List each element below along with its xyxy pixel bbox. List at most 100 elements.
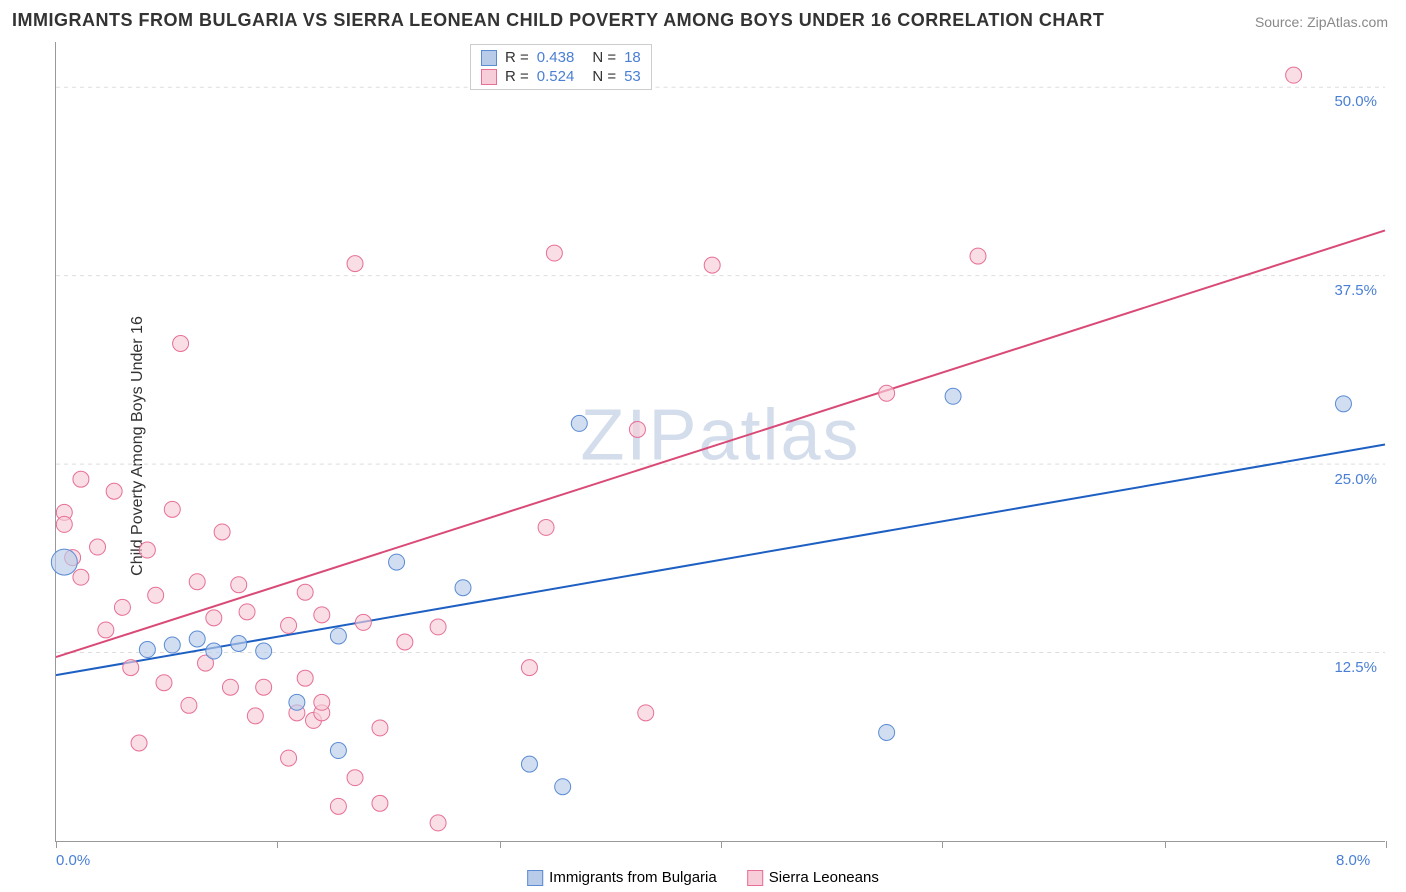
source-label: Source: [1255, 14, 1307, 30]
data-point [106, 483, 122, 499]
data-point [181, 697, 197, 713]
data-point [247, 708, 263, 724]
data-point [538, 519, 554, 535]
data-point [389, 554, 405, 570]
data-point [206, 643, 222, 659]
x-axis-tick [56, 841, 57, 848]
data-point [231, 577, 247, 593]
chart-title: IMMIGRANTS FROM BULGARIA VS SIERRA LEONE… [12, 10, 1104, 31]
correlation-legend: R =0.438N =18R = 0.524 N = 53 [470, 44, 652, 90]
legend-swatch [747, 870, 763, 886]
data-point [148, 587, 164, 603]
data-point [114, 599, 130, 615]
x-axis-tick [277, 841, 278, 848]
data-point [98, 622, 114, 638]
source-attribution: Source: ZipAtlas.com [1255, 14, 1388, 30]
stat-n-label: N = [592, 68, 616, 85]
data-point [173, 336, 189, 352]
data-point [206, 610, 222, 626]
data-point [372, 720, 388, 736]
legend-label: Sierra Leoneans [769, 869, 879, 886]
data-point [56, 516, 72, 532]
data-point [455, 580, 471, 596]
y-axis-tick-label: 12.5% [1334, 659, 1377, 676]
data-point [139, 542, 155, 558]
data-point [571, 415, 587, 431]
data-point [256, 679, 272, 695]
source-name: ZipAtlas.com [1307, 14, 1388, 30]
data-point [139, 642, 155, 658]
legend-item: Sierra Leoneans [747, 869, 879, 886]
data-point [164, 637, 180, 653]
x-axis-tick-label: 8.0% [1336, 852, 1370, 869]
data-point [1335, 396, 1351, 412]
data-point [430, 619, 446, 635]
data-point [156, 675, 172, 691]
data-point [355, 614, 371, 630]
data-point [73, 471, 89, 487]
y-axis-tick-label: 25.0% [1334, 471, 1377, 488]
chart-svg [56, 42, 1385, 841]
stat-n-value: 18 [624, 49, 641, 66]
data-point [970, 248, 986, 264]
legend-stats-row: R =0.438N =18 [481, 48, 641, 67]
x-axis-tick [942, 841, 943, 848]
y-axis-tick-label: 50.0% [1334, 93, 1377, 110]
data-point [546, 245, 562, 261]
data-point [638, 705, 654, 721]
data-point [330, 743, 346, 759]
data-point [123, 660, 139, 676]
data-point [51, 549, 77, 575]
data-point [330, 798, 346, 814]
legend-swatch [481, 69, 497, 85]
data-point [189, 631, 205, 647]
data-point [73, 569, 89, 585]
data-point [90, 539, 106, 555]
stat-r-value: 0.524 [537, 68, 575, 85]
data-point [521, 756, 537, 772]
data-point [555, 779, 571, 795]
stat-r-label: R = [505, 68, 529, 85]
data-point [521, 660, 537, 676]
series-legend: Immigrants from Bulgaria Sierra Leoneans [527, 869, 879, 886]
data-point [1286, 67, 1302, 83]
data-point [214, 524, 230, 540]
data-point [281, 617, 297, 633]
data-point [945, 388, 961, 404]
data-point [297, 584, 313, 600]
data-point [239, 604, 255, 620]
data-point [231, 636, 247, 652]
data-point [314, 694, 330, 710]
trend-line [56, 445, 1385, 676]
legend-item: Immigrants from Bulgaria [527, 869, 717, 886]
trend-line [56, 230, 1385, 657]
data-point [189, 574, 205, 590]
data-point [397, 634, 413, 650]
data-point [297, 670, 313, 686]
y-axis-tick-label: 37.5% [1334, 282, 1377, 299]
legend-label: Immigrants from Bulgaria [549, 869, 717, 886]
x-axis-tick [500, 841, 501, 848]
legend-stats-row: R = 0.524 N = 53 [481, 67, 641, 86]
data-point [256, 643, 272, 659]
plot-area: ZIPatlas 12.5%25.0%37.5%50.0%0.0%8.0% [55, 42, 1385, 842]
data-point [372, 795, 388, 811]
data-point [347, 256, 363, 272]
x-axis-tick-label: 0.0% [56, 852, 90, 869]
data-point [347, 770, 363, 786]
data-point [879, 724, 895, 740]
stat-n-value: 53 [624, 68, 641, 85]
data-point [314, 607, 330, 623]
stat-r-value: 0.438 [537, 49, 575, 66]
data-point [289, 694, 305, 710]
data-point [222, 679, 238, 695]
x-axis-tick [721, 841, 722, 848]
data-point [281, 750, 297, 766]
data-point [131, 735, 147, 751]
legend-swatch [527, 870, 543, 886]
x-axis-tick [1165, 841, 1166, 848]
data-point [330, 628, 346, 644]
data-point [629, 421, 645, 437]
data-point [704, 257, 720, 273]
legend-swatch [481, 50, 497, 66]
